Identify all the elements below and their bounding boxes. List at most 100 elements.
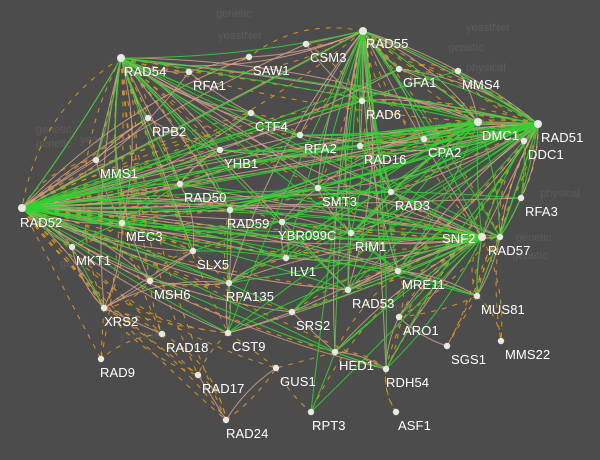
graph-node-ddc1[interactable] [520,137,528,145]
graph-node-rad16[interactable] [356,142,364,150]
graph-node-rpb2[interactable] [144,114,152,122]
edge-physical [228,209,232,284]
edge-genetic [520,123,539,199]
graph-node-snf2[interactable] [478,233,486,241]
graph-node-rad9[interactable] [97,355,105,363]
edge-genetic [310,30,364,413]
graph-node-rad54[interactable] [117,54,125,62]
edge-physical [362,30,479,123]
edge-genetic [21,121,479,209]
edge-yeastnet [227,332,277,369]
graph-node-sgs1[interactable] [443,342,451,350]
graph-node-cpa2[interactable] [420,135,428,143]
graph-node-rad50[interactable] [176,180,184,188]
edge-genetic [21,207,230,284]
graph-node-rad55[interactable] [359,27,367,35]
graph-node-mms4[interactable] [454,67,462,75]
graph-node-mms1[interactable] [92,156,100,164]
edge-genetic [397,270,478,297]
graph-node-rfa3[interactable] [517,194,525,202]
edge-genetic [120,57,483,238]
edge-yeastnet [398,68,539,125]
edge-physical [225,367,277,421]
graph-node-gus1[interactable] [272,364,280,372]
graph-node-xrs2[interactable] [100,304,108,312]
graph-node-rpt3[interactable] [307,408,315,416]
edge-genetic [95,57,122,161]
graph-node-ybr099c[interactable] [278,218,286,226]
graph-node-slx5[interactable] [189,247,197,255]
edge-genetic [350,232,399,272]
edge-genetic [398,68,539,125]
edge-genetic [334,236,483,353]
edge-genetic [361,100,479,123]
edge-yeastnet [21,112,252,209]
graph-node-mec3[interactable] [118,219,126,227]
edge-physical [95,117,149,161]
edge-physical [21,191,392,209]
graph-node-rad18[interactable] [158,330,166,338]
edge-yeastnet [299,123,539,142]
edge-yeastnet [275,367,312,413]
edge-yeastnet [21,121,479,209]
graph-node-rfa2[interactable] [296,131,304,139]
edge-physical [291,311,336,353]
graph-node-ctf4[interactable] [247,109,255,117]
graph-node-cst9[interactable] [224,329,232,337]
edge-yeastnet [385,316,400,370]
graph-node-rad52[interactable] [18,204,26,212]
graph-node-srs2[interactable] [288,308,296,316]
graph-node-yhb1[interactable] [216,146,224,154]
graph-node-smt3[interactable] [314,184,322,192]
edge-yeastnet [398,64,459,72]
graph-node-mms22[interactable] [497,337,505,345]
graph-node-aro1[interactable] [395,313,403,321]
edge-genetic [362,30,387,370]
graph-node-rad59[interactable] [226,206,234,214]
edge-yeastnet [83,57,122,309]
edge-genetic [281,221,483,238]
edge-genetic [192,250,287,259]
edge-physical [179,149,221,185]
graph-node-rad3[interactable] [387,188,395,196]
graph-node-rad53[interactable] [344,286,352,294]
graph-node-rdh54[interactable] [382,365,390,373]
graph-node-rpa135[interactable] [225,279,233,287]
edge-yeastnet [362,30,459,72]
edge-yeastnet [225,367,277,421]
graph-node-rfa1[interactable] [185,68,193,76]
edge-genetic [121,222,194,252]
edge-genetic [310,236,483,413]
graph-node-rad57[interactable] [496,233,504,241]
graph-node-rim1[interactable] [347,229,355,237]
graph-node-hed1[interactable] [331,348,339,356]
graph-node-mkt1[interactable] [68,243,76,251]
edge-physical [21,207,230,284]
graph-node-asf1[interactable] [392,408,400,416]
edge-yeastnet [95,117,149,161]
edge-genetic [21,183,181,209]
edge-genetic [310,351,336,413]
edge-yeastnet [21,207,501,253]
graph-node-ilv1[interactable] [282,254,290,262]
edge-yeastnet [285,223,483,259]
edge-physical [229,205,483,238]
edge-genetic [285,236,483,259]
edge-genetic [21,112,252,209]
graph-node-rad6[interactable] [358,97,366,105]
edge-yeastnet [310,236,483,413]
graph-node-dmc1[interactable] [474,118,482,126]
graph-node-saw1[interactable] [245,53,253,61]
graph-node-mre11[interactable] [394,267,402,275]
graph-node-msh6[interactable] [146,277,154,285]
graph-node-gfa1[interactable] [395,65,403,73]
graph-node-mus81[interactable] [473,292,481,300]
graph-node-rad24[interactable] [222,416,230,424]
graph-node-rad17[interactable] [194,371,202,379]
network-nodes-layer [18,27,542,424]
edge-physical [334,351,387,370]
graph-node-csm3[interactable] [302,40,310,48]
graph-node-rad51[interactable] [534,120,542,128]
edge-genetic [334,351,387,370]
